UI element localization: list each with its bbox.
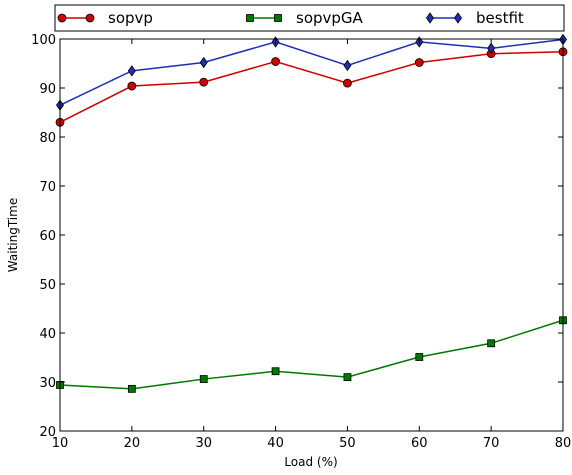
sopvpGA-point [127,384,136,393]
sopvp-point [414,58,424,67]
bestfit-point [343,59,352,72]
x-tick-label: 30 [195,436,212,451]
x-axis-label: Load (%) [284,455,337,469]
legend-box [54,4,565,32]
legend-label: sopvpGA [296,9,364,27]
sopvpGA-point [415,353,424,361]
x-tick-label: 20 [124,436,141,451]
legend-label: sopvp [108,9,153,27]
sopvpGA-point [343,373,352,382]
legend-marker [274,14,282,22]
legend-marker [85,13,95,23]
y-tick-label: 70 [39,180,56,195]
sopvp-point [199,77,209,87]
legend-item-sopvp: sopvp [57,9,153,27]
series-bestfit [56,33,567,111]
y-tick-label: 30 [39,376,56,391]
sopvp-line [59,50,564,123]
x-tick-label: 10 [52,436,69,451]
y-tick-label: 50 [39,278,56,293]
sopvpGA-point [199,375,208,383]
legend-marker [57,13,67,23]
legend-item-bestfit: bestfit [426,9,524,27]
y-tick-label: 100 [31,33,56,48]
x-tick-label: 70 [483,436,500,451]
legend-marker [426,12,434,24]
y-tick-label: 40 [39,327,56,342]
bestfit-point [127,65,136,77]
sopvpGA-point [271,367,280,376]
x-tick-label: 60 [411,436,428,451]
legend-item-sopvpGA: sopvpGA [246,9,364,27]
sopvpGA-point [487,339,496,348]
plot-frame [59,38,564,432]
bestfit-line [59,38,564,106]
bestfit-point [199,56,208,69]
x-tick-label: 50 [339,436,356,451]
plot-background [60,39,563,431]
sopvp-point [271,57,280,66]
y-axis-label: WaitingTime [6,198,20,272]
bestfit-point [487,42,496,55]
sopvp-point [127,81,137,91]
legend-label: bestfit [476,9,524,27]
y-tick-label: 90 [39,82,56,97]
sopvp-point [343,78,352,88]
legend-marker [246,14,254,22]
x-tick-label: 40 [267,436,284,451]
y-tick-label: 80 [39,131,56,146]
legend-marker [454,12,462,24]
legend: sopvp sopvpGA bestfit [54,4,565,32]
y-tick-label: 60 [39,229,56,244]
y-tick-label: 20 [39,425,56,440]
sopvpGA-line [59,319,564,390]
series-sopvp [55,47,568,127]
x-tick-label: 80 [555,436,572,451]
